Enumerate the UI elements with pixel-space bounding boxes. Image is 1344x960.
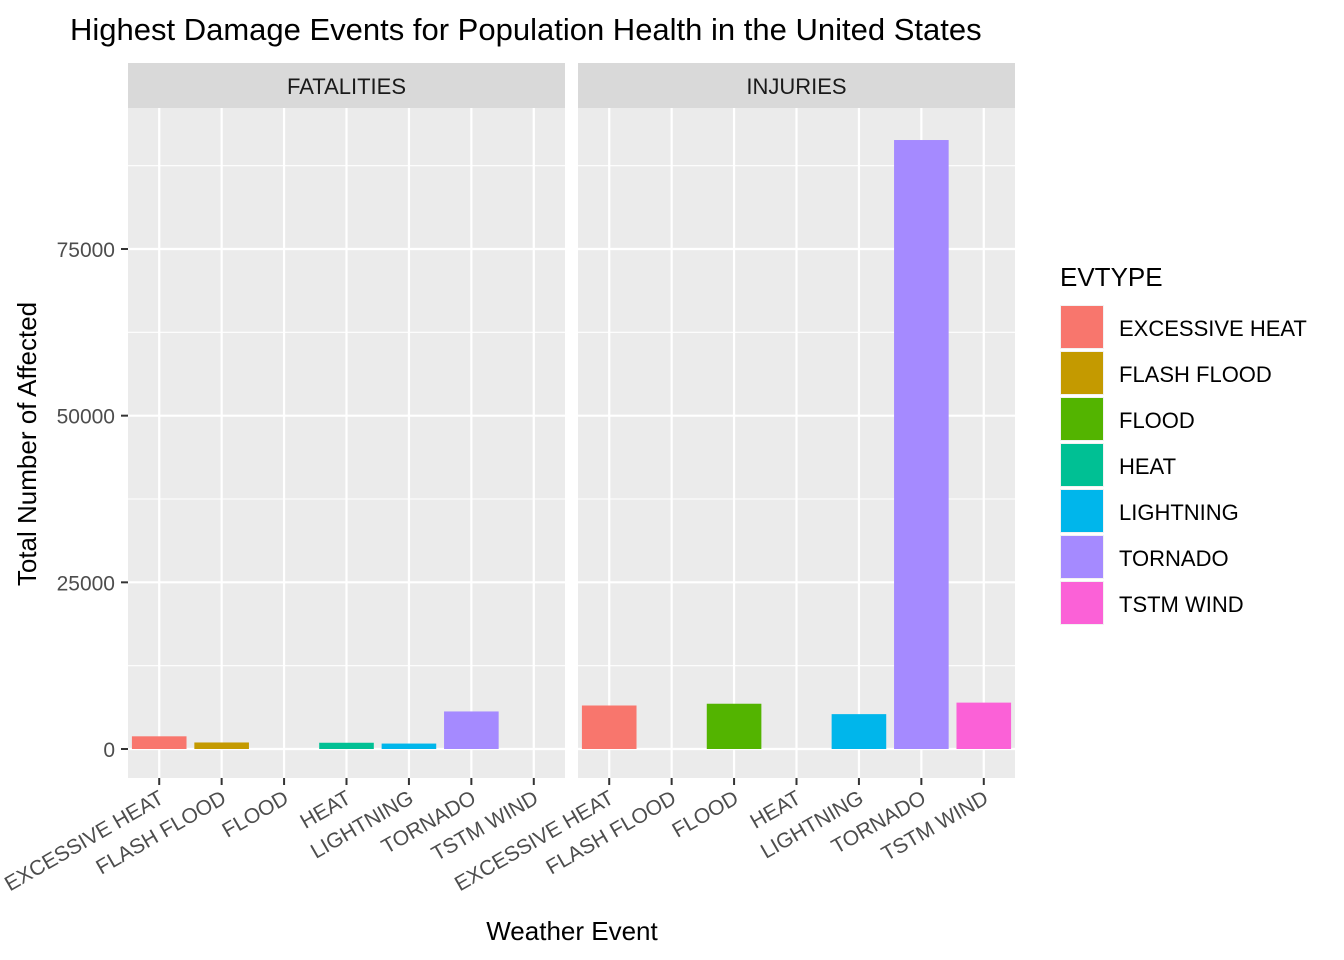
bar-injuries-tstm-wind	[956, 702, 1012, 749]
y-tick-label: 75000	[57, 239, 115, 262]
legend-label: TSTM WIND	[1119, 592, 1244, 617]
facet-strip	[128, 63, 565, 108]
legend-swatch	[1061, 536, 1103, 578]
bar-fatalities-lightning	[381, 743, 437, 749]
y-tick-label: 0	[103, 739, 115, 762]
legend: EVTYPE EXCESSIVE HEAT FLASH FLOOD FLOOD HEA…	[1060, 262, 1307, 625]
bar-injuries-excessive-heat	[581, 705, 637, 749]
x-tick-label: FLOOD	[668, 786, 742, 842]
y-axis: 0 25000 50000 75000	[57, 239, 128, 762]
legend-label: HEAT	[1119, 454, 1176, 479]
legend-label: FLOOD	[1119, 408, 1195, 433]
facet-panel-injuries: INJURIES	[578, 63, 1015, 778]
bar-fatalities-tornado	[444, 711, 499, 749]
chart-title: Highest Damage Events for Population Hea…	[70, 12, 982, 47]
y-tick-label: 50000	[57, 406, 115, 429]
facet-panel-fatalities: FATALITIES	[128, 63, 565, 778]
legend-title: EVTYPE	[1060, 262, 1163, 292]
bar-injuries-flood	[706, 703, 762, 749]
facet-strip	[578, 63, 1015, 108]
bar-fatalities-excessive-heat	[131, 736, 187, 749]
legend-swatch	[1061, 582, 1103, 624]
bar-fatalities-heat	[319, 742, 374, 749]
y-axis-title: Total Number of Affected	[12, 302, 42, 586]
legend-swatch	[1061, 444, 1103, 486]
legend-swatch	[1061, 306, 1103, 348]
facet-strip-label: FATALITIES	[287, 74, 406, 99]
legend-label: LIGHTNING	[1119, 500, 1239, 525]
legend-swatch	[1061, 490, 1103, 532]
bar-injuries-lightning	[831, 714, 887, 749]
legend-swatch	[1061, 398, 1103, 440]
legend-label: FLASH FLOOD	[1119, 362, 1272, 387]
y-tick-label: 25000	[57, 572, 115, 595]
x-tick-label: FLOOD	[218, 786, 292, 842]
bar-injuries-tornado	[894, 140, 949, 749]
facet-strip-label: INJURIES	[746, 74, 846, 99]
bar-fatalities-flash-flood	[194, 742, 249, 749]
facet-panels: FATALITIES INJURIES	[128, 63, 1015, 778]
x-axis-title: Weather Event	[486, 916, 658, 946]
legend-label: EXCESSIVE HEAT	[1119, 316, 1307, 341]
legend-label: TORNADO	[1119, 546, 1229, 571]
legend-swatch	[1061, 352, 1103, 394]
